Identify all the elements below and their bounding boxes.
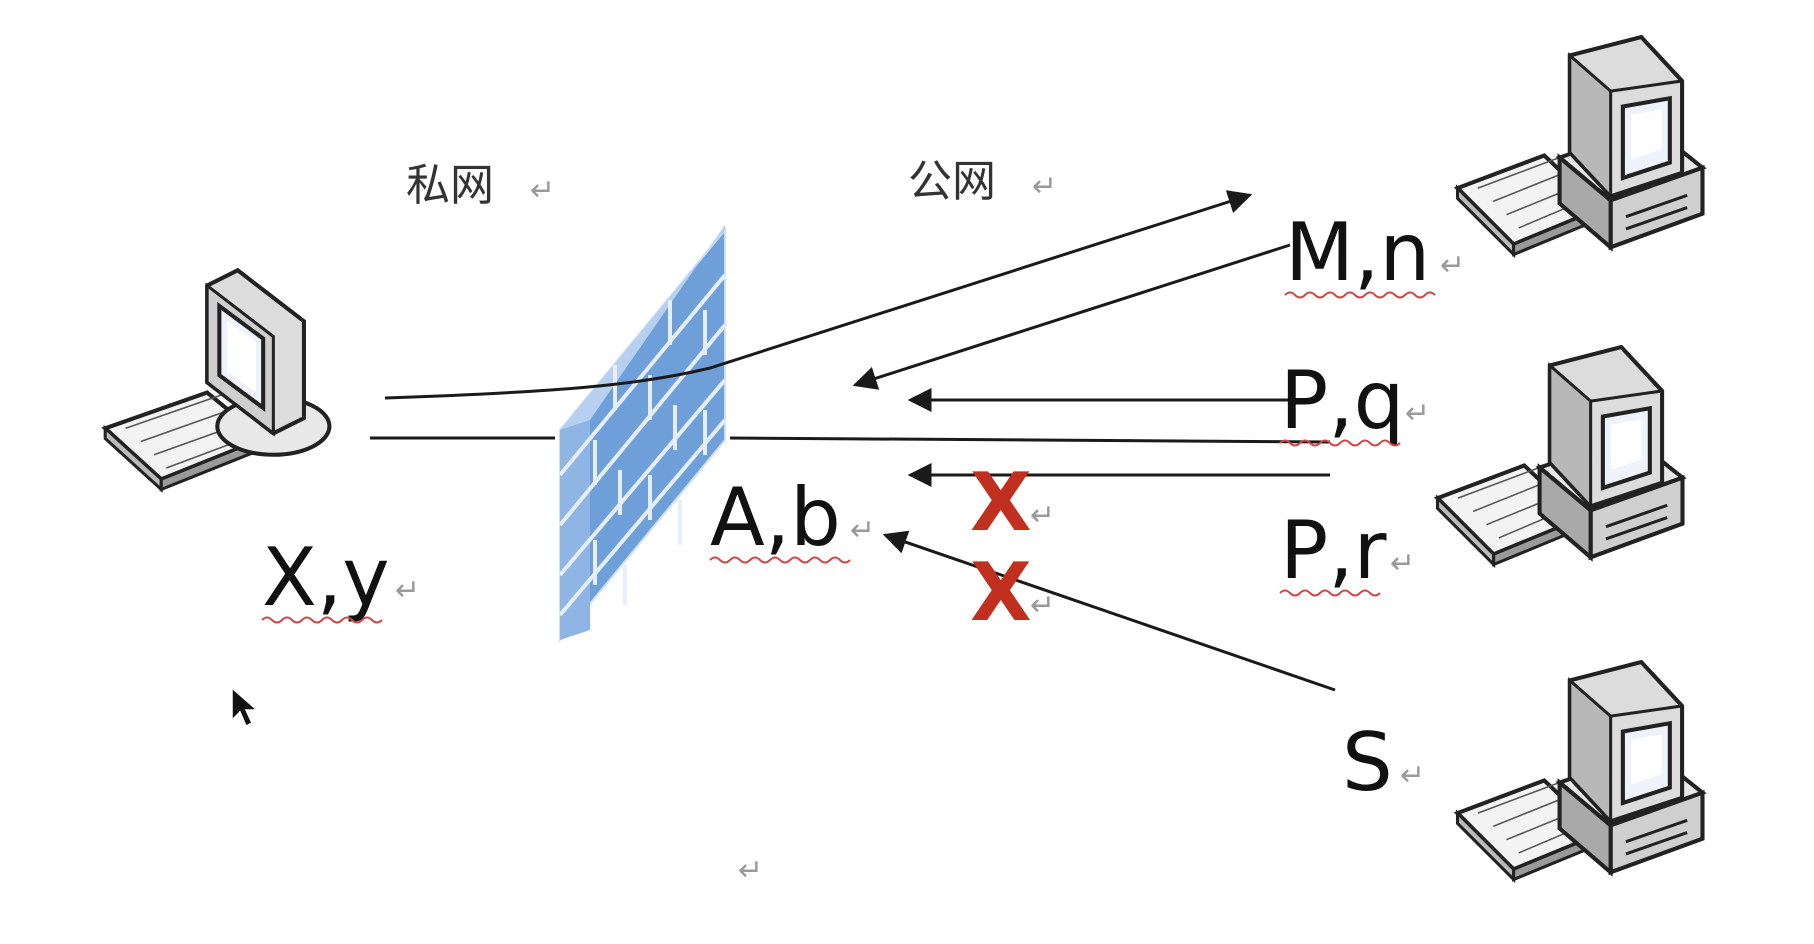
paragraph-mark: ↵	[530, 173, 555, 208]
spellcheck-underline	[261, 616, 383, 624]
paragraph-mark: ↵	[1390, 546, 1415, 581]
private-computer-icon	[105, 270, 329, 489]
nat-gateway-address: A,b	[710, 471, 841, 564]
spellcheck-underline	[1279, 439, 1401, 447]
paragraph-mark: ↵	[850, 513, 875, 548]
mouse-cursor-icon	[231, 686, 259, 728]
blocked-mark-pr: X	[970, 456, 1032, 549]
paragraph-mark: ↵	[1440, 248, 1465, 283]
outbound-connection-line	[384, 190, 1253, 400]
paragraph-mark: ↵	[738, 853, 763, 888]
host-private-address: X,y	[262, 531, 390, 624]
public-link-line	[729, 436, 1331, 444]
blocked-mark-s: X	[970, 546, 1032, 639]
host-pr-address: P,r	[1280, 504, 1387, 597]
spellcheck-underline	[1279, 589, 1381, 597]
host-mn-address: M,n	[1285, 206, 1430, 299]
computer-icon-mn	[1458, 37, 1703, 254]
host-s-address: S	[1342, 716, 1393, 809]
s-blocked-line	[882, 530, 1336, 692]
firewall-icon	[558, 225, 727, 643]
spellcheck-underline	[1284, 291, 1436, 299]
paragraph-mark: ↵	[1405, 396, 1430, 431]
spellcheck-underline	[709, 556, 851, 564]
mn-reply-line	[852, 243, 1291, 390]
computer-icon-s	[1458, 662, 1703, 879]
paragraph-mark: ↵	[1030, 588, 1055, 623]
paragraph-mark: ↵	[1030, 498, 1055, 533]
host-pq-address: P,q	[1280, 354, 1404, 447]
public-network-label: 公网	[908, 156, 996, 207]
paragraph-mark: ↵	[395, 573, 420, 608]
private-network-label: 私网	[406, 160, 494, 211]
paragraph-mark: ↵	[1400, 758, 1425, 793]
computer-icon-pqr	[1438, 347, 1683, 564]
paragraph-mark: ↵	[1032, 169, 1057, 204]
